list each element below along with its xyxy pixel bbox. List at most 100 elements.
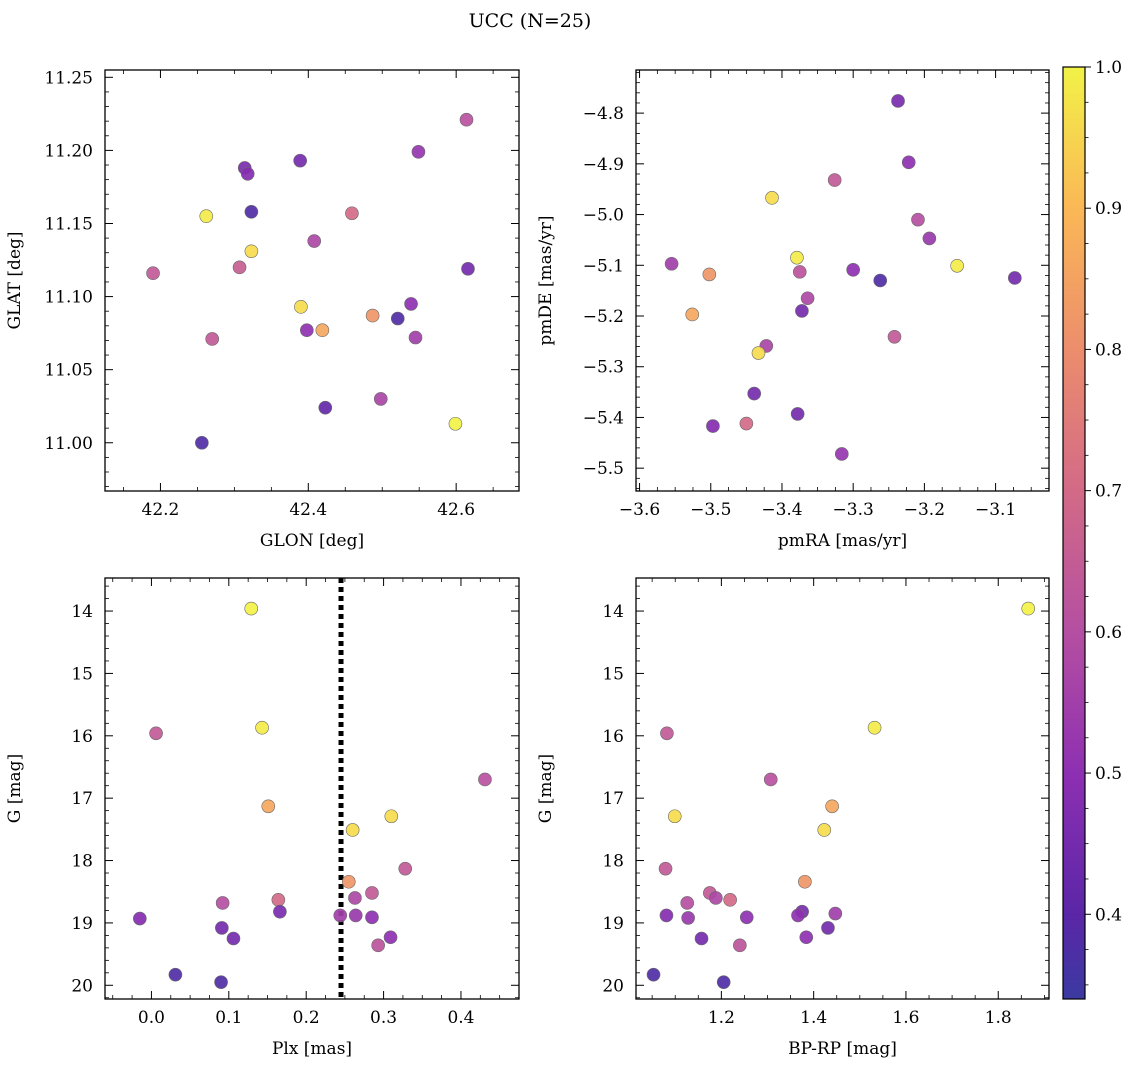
data-point <box>763 772 778 787</box>
y-tick-label: −5.5 <box>583 459 624 479</box>
data-point <box>318 400 333 415</box>
data-point <box>215 896 230 910</box>
data-point <box>659 908 674 923</box>
data-point <box>867 720 882 735</box>
x-tick-label: −3.6 <box>619 500 660 520</box>
scatter-panel-3: 0.0 0.1 0.2 0.3 0.4 14 15 16 17 18 19 20 Plx [mas] G … <box>5 577 520 1059</box>
colorbar-tick-label: 0.4 <box>1095 905 1122 925</box>
y-tick-label: −5.0 <box>583 206 624 226</box>
y-axis-label: pmDE [mas/yr] <box>536 215 556 345</box>
data-point <box>226 931 241 946</box>
data-point <box>214 975 228 989</box>
data-point <box>817 823 832 837</box>
data-point <box>685 307 700 322</box>
data-point <box>765 191 779 205</box>
data-point <box>846 263 860 277</box>
y-tick-label: 11.00 <box>44 434 93 454</box>
y-tick-label: 18 <box>602 852 624 872</box>
y-tick-label: 15 <box>71 664 93 684</box>
x-tick-label: 0.1 <box>215 1008 242 1028</box>
data-point <box>149 726 163 741</box>
data-point <box>408 330 423 345</box>
x-axis-label: Plx [mas] <box>272 1039 352 1059</box>
data-point <box>834 447 849 461</box>
data-point <box>887 330 902 344</box>
y-axis-label: G [mag] <box>5 754 25 823</box>
data-point <box>365 308 380 323</box>
data-point <box>333 908 348 923</box>
y-tick-label: 19 <box>71 914 93 934</box>
y-tick-label: 14 <box>71 602 93 622</box>
data-point <box>271 893 286 907</box>
data-point <box>664 256 679 271</box>
data-point <box>365 910 379 925</box>
data-point <box>384 809 399 824</box>
x-tick-label: 1.6 <box>892 1008 919 1028</box>
y-tick-label: 11.10 <box>44 288 93 308</box>
data-point <box>821 921 835 935</box>
data-point <box>790 250 804 265</box>
data-point <box>478 772 492 787</box>
x-tick-label: −3.1 <box>975 500 1016 520</box>
data-point <box>294 300 308 314</box>
data-point <box>702 267 717 282</box>
scatter-panel-4: 1.2 1.4 1.6 1.8 14 15 16 17 18 19 20 BP-RP [mag] G [… <box>536 577 1050 1059</box>
data-point <box>255 720 269 735</box>
data-point <box>950 258 964 273</box>
data-point <box>733 938 747 953</box>
data-point <box>873 273 888 288</box>
data-point <box>825 799 839 814</box>
x-axis-label: pmRA [mas/yr] <box>778 531 907 551</box>
x-tick-label: 1.2 <box>708 1008 735 1028</box>
data-point <box>244 601 259 616</box>
data-point <box>240 166 255 181</box>
axes-frame <box>635 577 1050 1000</box>
data-point <box>739 910 754 925</box>
data-point <box>341 874 356 889</box>
data-point <box>790 407 805 421</box>
data-point <box>133 911 147 926</box>
data-point <box>448 416 463 431</box>
data-point <box>901 155 916 170</box>
y-tick-label: 16 <box>71 727 93 747</box>
x-axis-label: BP-RP [mag] <box>788 1039 897 1059</box>
x-tick-label: 42.4 <box>289 500 327 520</box>
y-tick-label: 20 <box>602 976 624 996</box>
x-tick-label: −3.3 <box>833 500 874 520</box>
data-point <box>365 886 379 900</box>
y-tick-label: −5.2 <box>583 307 624 327</box>
data-point <box>791 908 805 923</box>
x-tick-label: 0.4 <box>447 1008 474 1028</box>
scatter-panel-2: −3.6 −3.5 −3.4 −3.3 −3.2 −3.1 −5.5 −5.4 −5.3 −5.2… <box>536 69 1050 551</box>
y-tick-label: −5.4 <box>583 408 624 428</box>
y-tick-label: 17 <box>71 789 93 809</box>
data-point <box>244 244 259 259</box>
data-point <box>706 419 720 433</box>
data-point <box>398 861 413 876</box>
y-tick-label: −4.9 <box>583 155 624 175</box>
data-point <box>261 799 276 814</box>
axes-frame <box>104 577 520 1000</box>
y-tick-label: 18 <box>71 852 93 872</box>
data-point <box>293 153 307 168</box>
x-tick-label: 0.3 <box>370 1008 397 1028</box>
data-point <box>315 323 330 338</box>
y-tick-label: 11.15 <box>44 214 93 234</box>
x-axis-label: GLON [deg] <box>260 531 364 551</box>
data-point <box>195 435 209 450</box>
data-point <box>911 212 925 227</box>
data-point <box>828 906 843 921</box>
data-point <box>273 904 287 919</box>
scatter-panel-1: 42.2 42.4 42.6 11.00 11.05 11.10 11.15 11.20 11.… <box>5 68 520 551</box>
figure-title: UCC (N=25) <box>469 10 592 32</box>
data-point <box>747 386 762 401</box>
data-point <box>660 726 674 741</box>
data-point <box>792 265 807 279</box>
x-tick-label: 0.2 <box>293 1008 320 1028</box>
data-point <box>371 938 385 953</box>
x-tick-label: −3.4 <box>761 500 802 520</box>
colorbar: 0.4 0.5 0.6 0.7 0.8 0.9 1.0 <box>1062 58 1122 1000</box>
axes-frame <box>104 69 520 492</box>
data-point <box>723 893 737 907</box>
